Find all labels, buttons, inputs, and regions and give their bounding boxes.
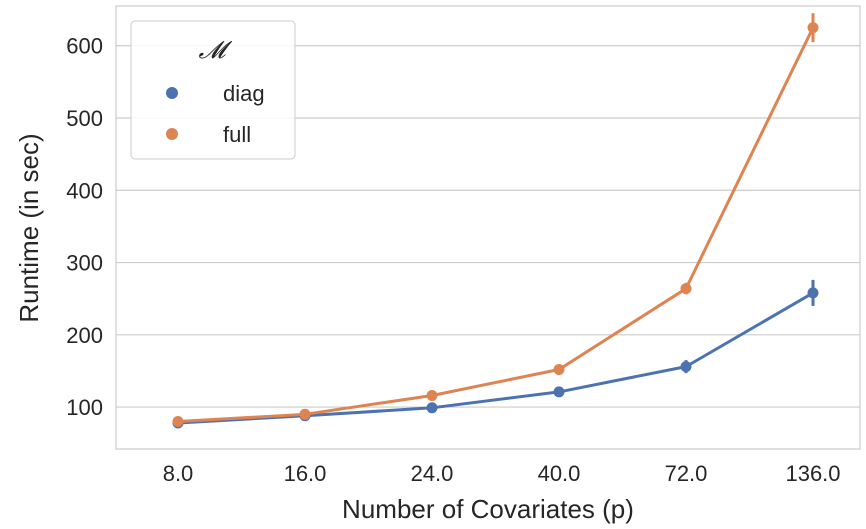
data-point-diag: [553, 386, 565, 398]
legend-label-diag: diag: [223, 81, 265, 106]
y-tick-label: 100: [66, 395, 103, 420]
x-tick-label: 16.0: [284, 461, 327, 486]
data-point-diag: [680, 361, 692, 373]
data-point-full: [553, 364, 565, 376]
y-tick-label: 200: [66, 323, 103, 348]
series-line-full: [177, 27, 815, 424]
legend-marker-diag: [166, 87, 178, 99]
legend-box: [130, 20, 296, 160]
x-tick-label: 40.0: [538, 461, 581, 486]
y-tick-label: 500: [66, 106, 103, 131]
data-point-diag: [807, 287, 819, 299]
data-point-full: [680, 283, 692, 295]
y-tick-label: 600: [66, 34, 103, 59]
legend-items: diag full: [166, 81, 265, 147]
legend-label-full: full: [223, 122, 251, 147]
series-full: [172, 13, 819, 428]
y-tick-label: 400: [66, 178, 103, 203]
y-axis-title: Runtime (in sec): [14, 133, 44, 322]
x-tick-label: 72.0: [665, 461, 708, 486]
x-tick-label: 24.0: [411, 461, 454, 486]
x-tick-labels: 8.0 16.0 24.0 40.0 72.0 136.0: [163, 461, 841, 486]
data-point-full: [299, 408, 311, 420]
data-point-full: [426, 390, 438, 402]
y-tick-label: 300: [66, 251, 103, 276]
plot-frame: [115, 5, 861, 450]
data-point-full: [807, 22, 819, 34]
data-point-diag: [426, 402, 438, 414]
x-tick-label: 136.0: [785, 461, 840, 486]
x-axis-title: Number of Covariates (p): [342, 494, 634, 524]
series-layer: [172, 13, 819, 429]
data-point-full: [172, 416, 184, 428]
x-tick-label: 8.0: [163, 461, 194, 486]
y-tick-labels: 100 200 300 400 500 600: [66, 34, 103, 420]
legend-marker-full: [166, 128, 178, 140]
